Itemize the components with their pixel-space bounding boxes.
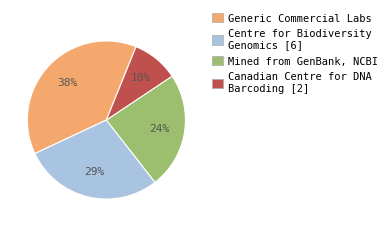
Text: 38%: 38% [57, 78, 78, 88]
Text: 29%: 29% [84, 167, 104, 177]
Wedge shape [27, 41, 136, 154]
Text: 24%: 24% [149, 124, 169, 133]
Text: 10%: 10% [130, 73, 150, 83]
Wedge shape [35, 120, 155, 199]
Legend: Generic Commercial Labs [8], Centre for Biodiversity
Genomics [6], Mined from Ge: Generic Commercial Labs [8], Centre for … [211, 11, 380, 96]
Wedge shape [106, 76, 185, 182]
Wedge shape [106, 47, 172, 120]
